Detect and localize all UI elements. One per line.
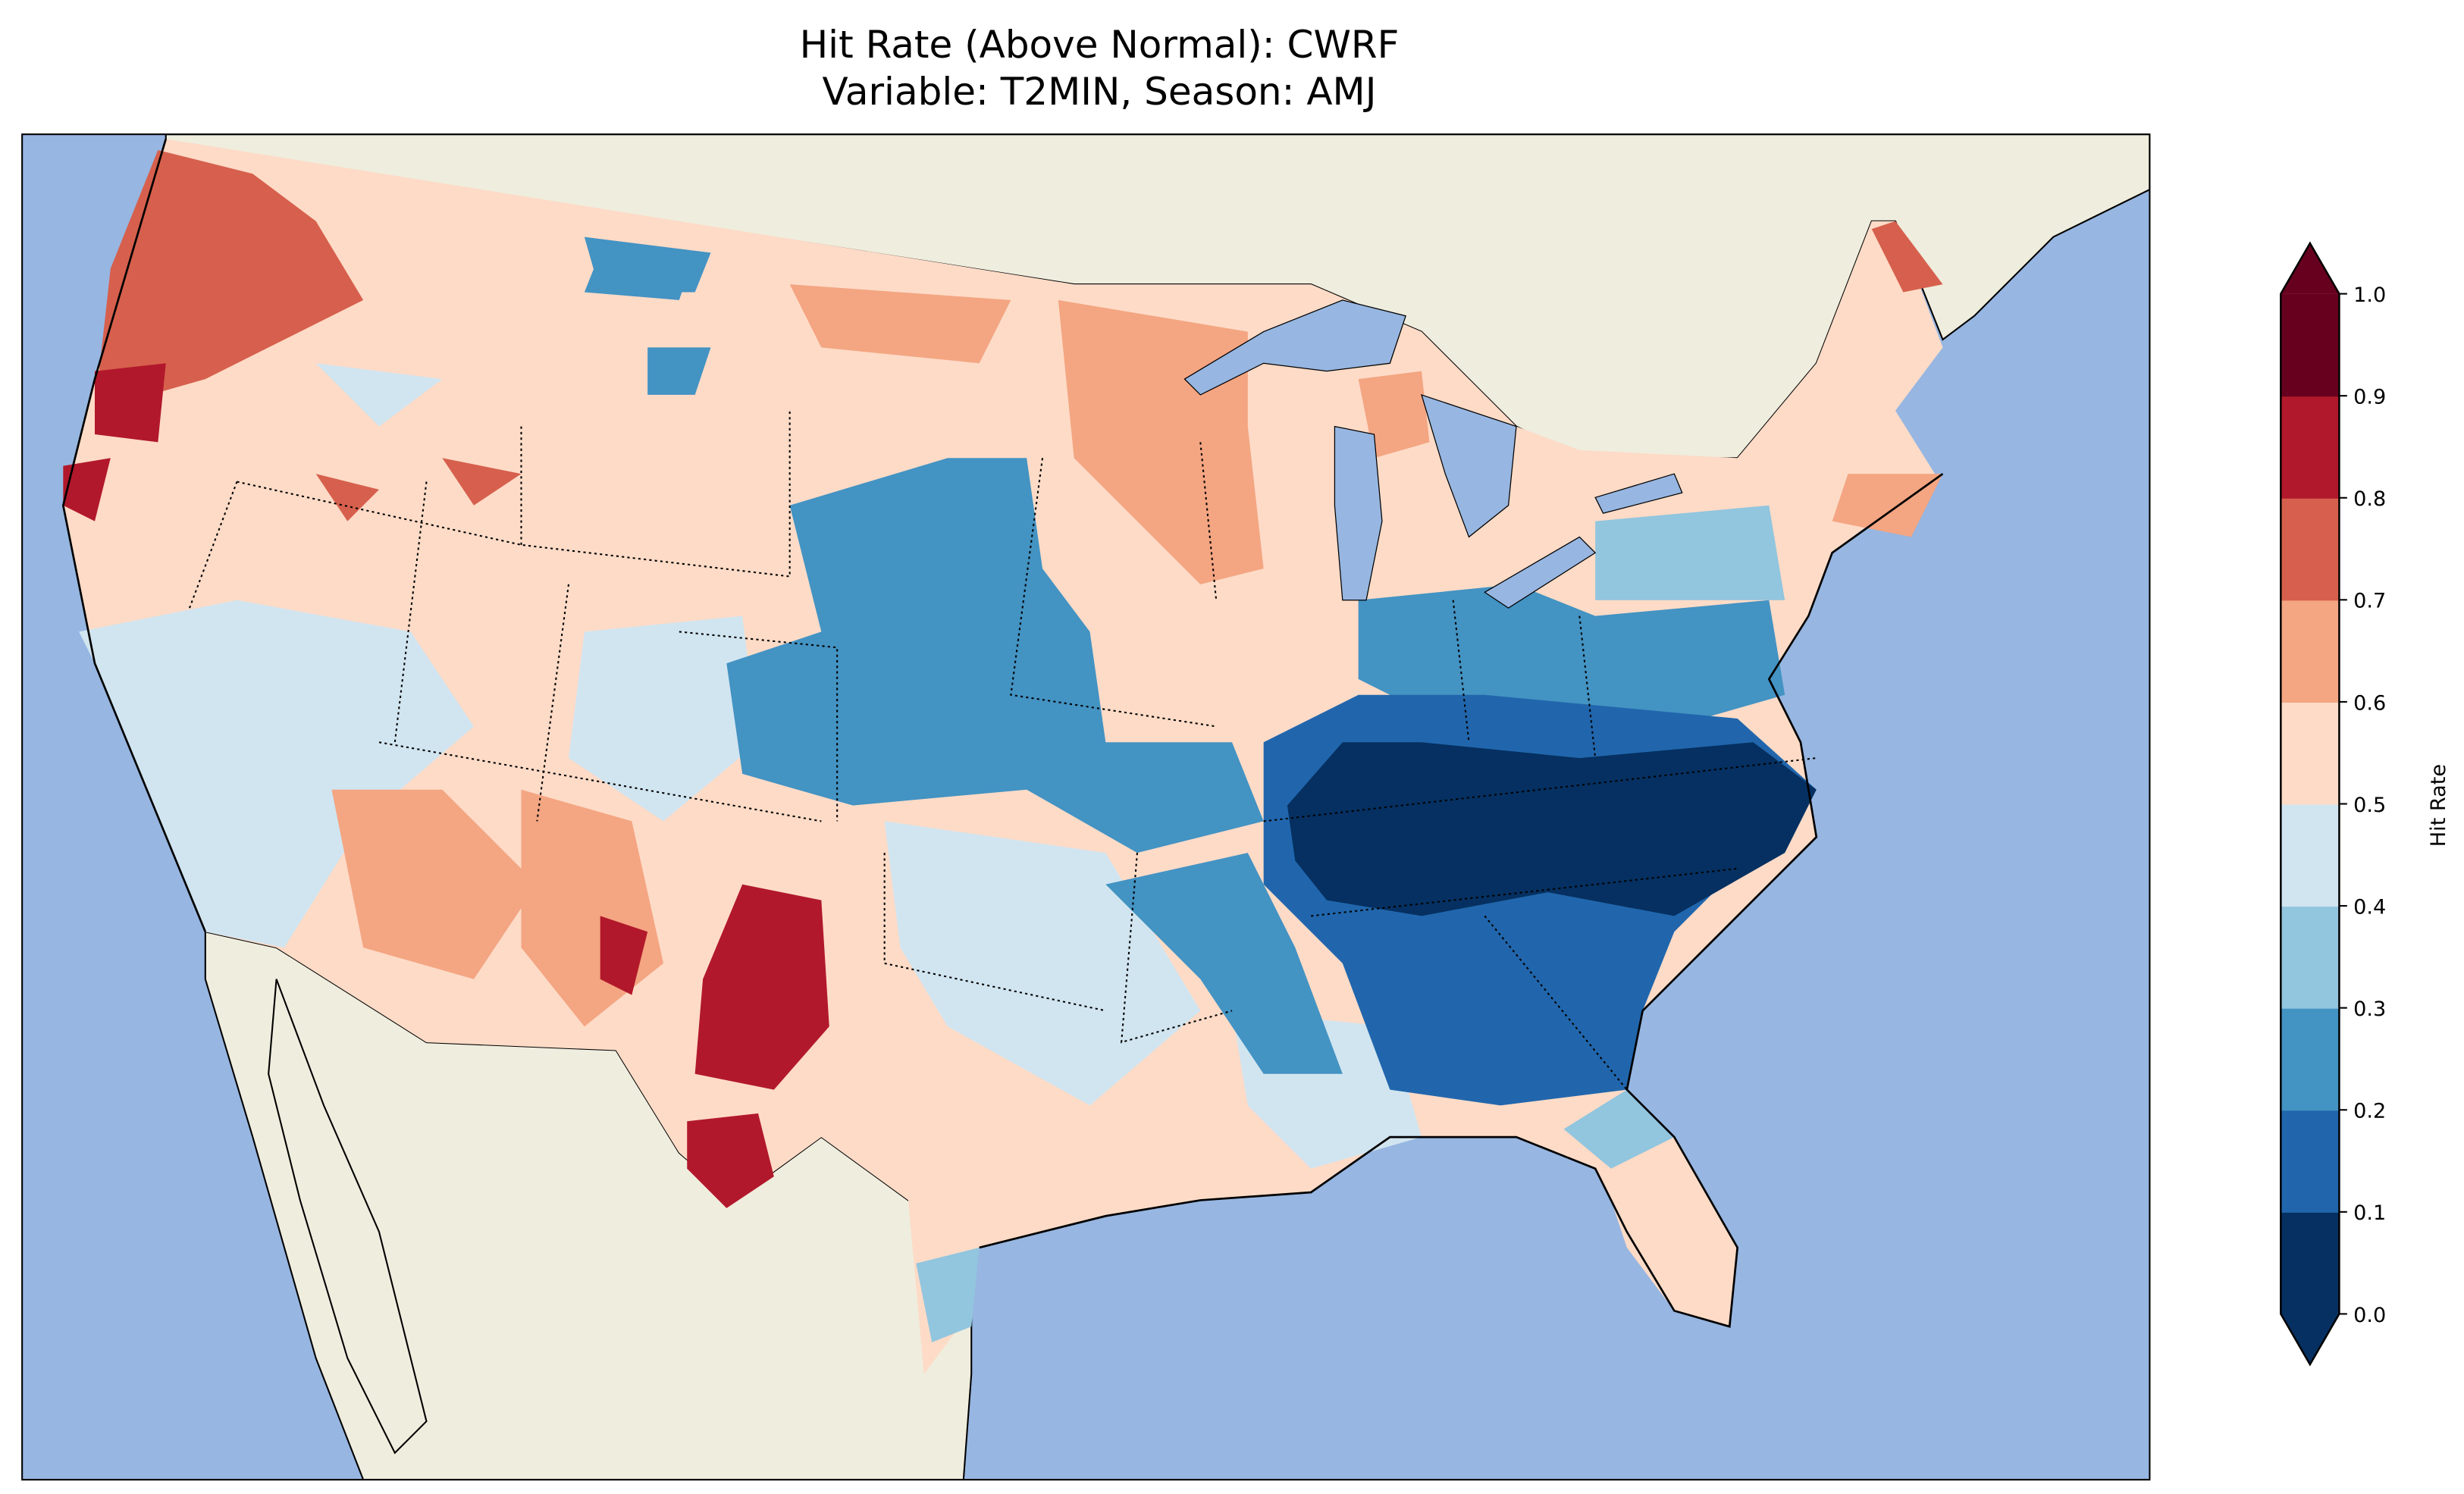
region-ohio-valley <box>1105 584 1785 1074</box>
region-northern-maine <box>1871 221 1943 293</box>
colorbar-segment <box>2281 1007 2340 1111</box>
title-line-1: Hit Rate (Above Normal): CWRF <box>799 23 1400 67</box>
region-west-light-blue <box>79 363 1422 1169</box>
colorbar-tick-label: 0.9 <box>2353 386 2386 409</box>
lake-erie <box>1484 536 1597 609</box>
colorbar-tick-label: 1.0 <box>2353 283 2386 307</box>
colorbar-segment <box>2281 396 2340 499</box>
map-axes <box>22 134 2150 1480</box>
colorbar-tick-label: 0.8 <box>2353 487 2386 511</box>
map-frame <box>21 133 2151 1481</box>
colorbar-segment <box>2281 600 2340 703</box>
title-line-2: Variable: T2MIN, Season: AMJ <box>822 70 1377 114</box>
colorbar-tick-label: 0.1 <box>2353 1201 2386 1225</box>
colorbar-label: Hit Rate <box>2427 764 2450 847</box>
lake-michigan <box>1334 425 1383 601</box>
region-pacific-northwest <box>95 150 522 521</box>
region-florida <box>1611 1184 1738 1327</box>
coastline <box>61 139 1944 1328</box>
region-montana-north <box>584 236 711 293</box>
land-baja <box>268 979 428 1455</box>
colorbar-tick-label: 0.2 <box>2353 1100 2386 1123</box>
colorbar-tick-label: 0.0 <box>2353 1304 2386 1327</box>
region-big-bend <box>687 1113 774 1208</box>
lake-superior <box>1183 299 1406 396</box>
colorbar-segment <box>2281 497 2340 601</box>
colorbar-tick-label: 0.7 <box>2353 590 2386 613</box>
colorbar-segment <box>2281 701 2340 805</box>
region-gulf-coast-texas <box>916 1247 980 1342</box>
colorbar-segment <box>2281 293 2340 397</box>
colorbar-segment <box>2281 906 2340 1009</box>
region-central-plains <box>726 458 1264 853</box>
colorbar-segment <box>2281 1110 2340 1213</box>
colorbar-segment <box>2281 1211 2340 1315</box>
region-tennessee-carolinas <box>1287 742 1817 916</box>
lake-ontario <box>1594 473 1683 514</box>
colorbar-extend-min <box>2281 1314 2340 1365</box>
chart-title: Hit Rate (Above Normal): CWRF Variable: … <box>0 21 2199 115</box>
colorbar-tick-label: 0.5 <box>2353 794 2386 817</box>
colorbar-tick-label: 0.4 <box>2353 896 2386 919</box>
region-wisconsin <box>1058 299 1430 584</box>
lake-huron <box>1421 393 1517 538</box>
colorbar-extend-max <box>2281 243 2340 294</box>
region-northern-california <box>63 363 166 521</box>
colorbar-segment <box>2281 803 2340 907</box>
colorbar: 0.0 0.1 0.2 0.3 0.4 0.5 0.6 0.7 0.8 0.9 1.0 <box>2280 241 2386 1367</box>
region-lower-mississippi <box>1563 505 1785 1169</box>
colorbar-tick-label: 0.3 <box>2353 998 2386 1021</box>
colorbar-tick-label: 0.6 <box>2353 691 2386 715</box>
region-west-texas <box>600 884 829 1090</box>
state-borders <box>189 410 1817 1091</box>
